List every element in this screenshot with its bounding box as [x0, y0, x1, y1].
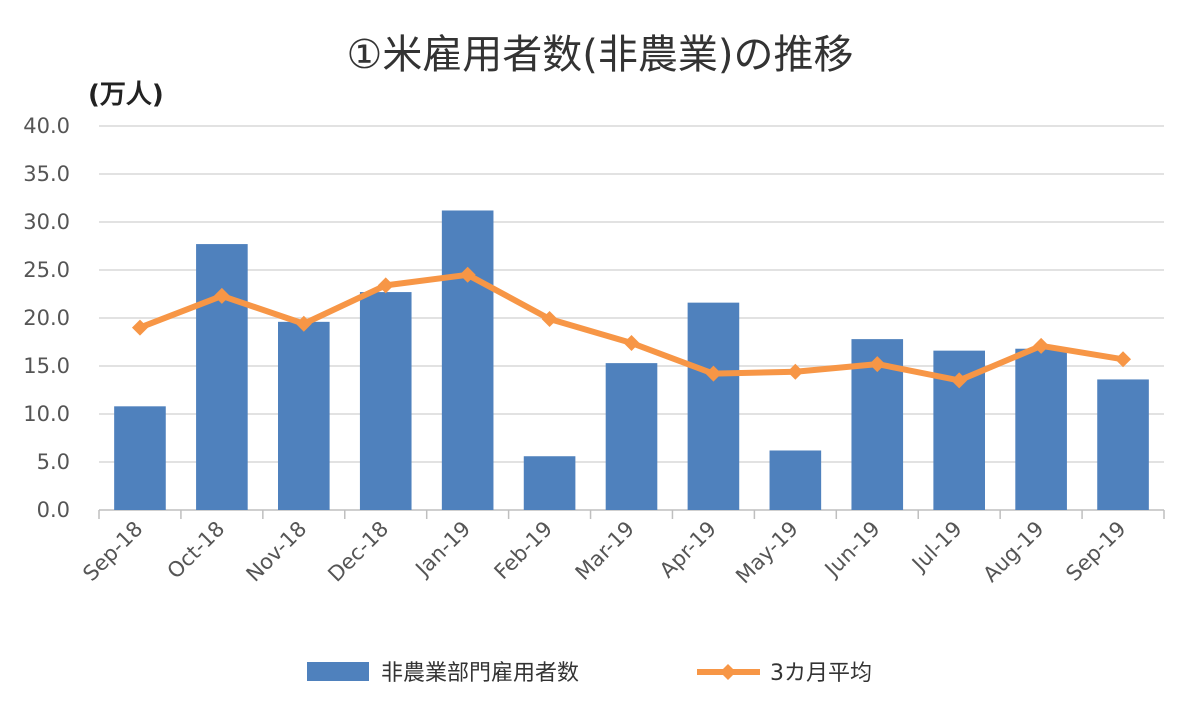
x-tick-label: Dec-18 [323, 517, 393, 587]
x-tick-label: May-19 [731, 517, 803, 589]
x-axis-ticks: Sep-18 Oct-18 Nov-18 Dec-18 Jan-19 Feb-19 Mar-… [78, 517, 1130, 589]
unit-label: (万人) [88, 80, 164, 110]
bar [359, 292, 412, 510]
legend-line-label: 3カ月平均 [770, 661, 872, 686]
line-point [295, 315, 312, 332]
line-point [1033, 337, 1050, 354]
line-point [541, 310, 558, 327]
line-point [131, 319, 148, 336]
line-point [951, 372, 968, 389]
bar-series [114, 210, 1149, 511]
line-point [869, 356, 886, 373]
x-tick-label: Jul-19 [906, 517, 967, 578]
y-tick-label: 5.0 [37, 450, 70, 474]
x-tick-label: Sep-19 [1061, 517, 1130, 586]
bar [1015, 348, 1067, 510]
line-point [1115, 351, 1132, 368]
y-tick-label: 25.0 [23, 258, 70, 282]
x-tick-label: Jun-19 [819, 517, 885, 583]
y-tick-label: 0.0 [37, 498, 70, 522]
x-tick-label: Sep-18 [78, 517, 147, 586]
x-tick-label: Aug-19 [978, 517, 1048, 587]
y-tick-label: 10.0 [23, 402, 70, 426]
line-series [131, 266, 1132, 389]
bar [1097, 379, 1149, 510]
y-tick-label: 20.0 [23, 306, 70, 330]
x-tick-label: Mar-19 [571, 517, 639, 585]
y-tick-label: 15.0 [23, 354, 70, 378]
legend-bar-label: 非農業部門雇用者数 [381, 661, 579, 686]
line-point [459, 266, 476, 283]
bar [687, 302, 740, 510]
bar [196, 244, 248, 510]
line-point [377, 277, 394, 294]
y-tick-label: 40.0 [23, 114, 70, 138]
line-point [787, 363, 804, 380]
line-point [213, 287, 230, 304]
bar [278, 321, 330, 510]
bar [114, 406, 166, 510]
bar [769, 450, 822, 510]
x-tick-label: Oct-18 [163, 517, 230, 584]
x-tick-label: Nov-18 [242, 517, 312, 587]
legend-bar-swatch [307, 662, 369, 681]
x-tick-label: Feb-19 [490, 517, 558, 585]
chart-title: ①米雇用者数(非農業)の推移 [346, 32, 853, 78]
y-tick-label: 30.0 [23, 210, 70, 234]
line-point [705, 365, 722, 382]
bar [441, 210, 494, 511]
y-tick-label: 35.0 [23, 162, 70, 186]
x-tick-label: Apr-19 [655, 517, 721, 583]
bar [605, 363, 658, 510]
x-tick-label: Jan-19 [410, 517, 476, 583]
legend: 非農業部門雇用者数 3カ月平均 [307, 661, 872, 686]
legend-line-marker [720, 664, 736, 680]
line-point [623, 334, 640, 351]
y-axis-ticks: 0.0 5.0 10.0 15.0 20.0 25.0 30.0 35.0 40.0 [23, 114, 70, 522]
bar [523, 456, 576, 510]
